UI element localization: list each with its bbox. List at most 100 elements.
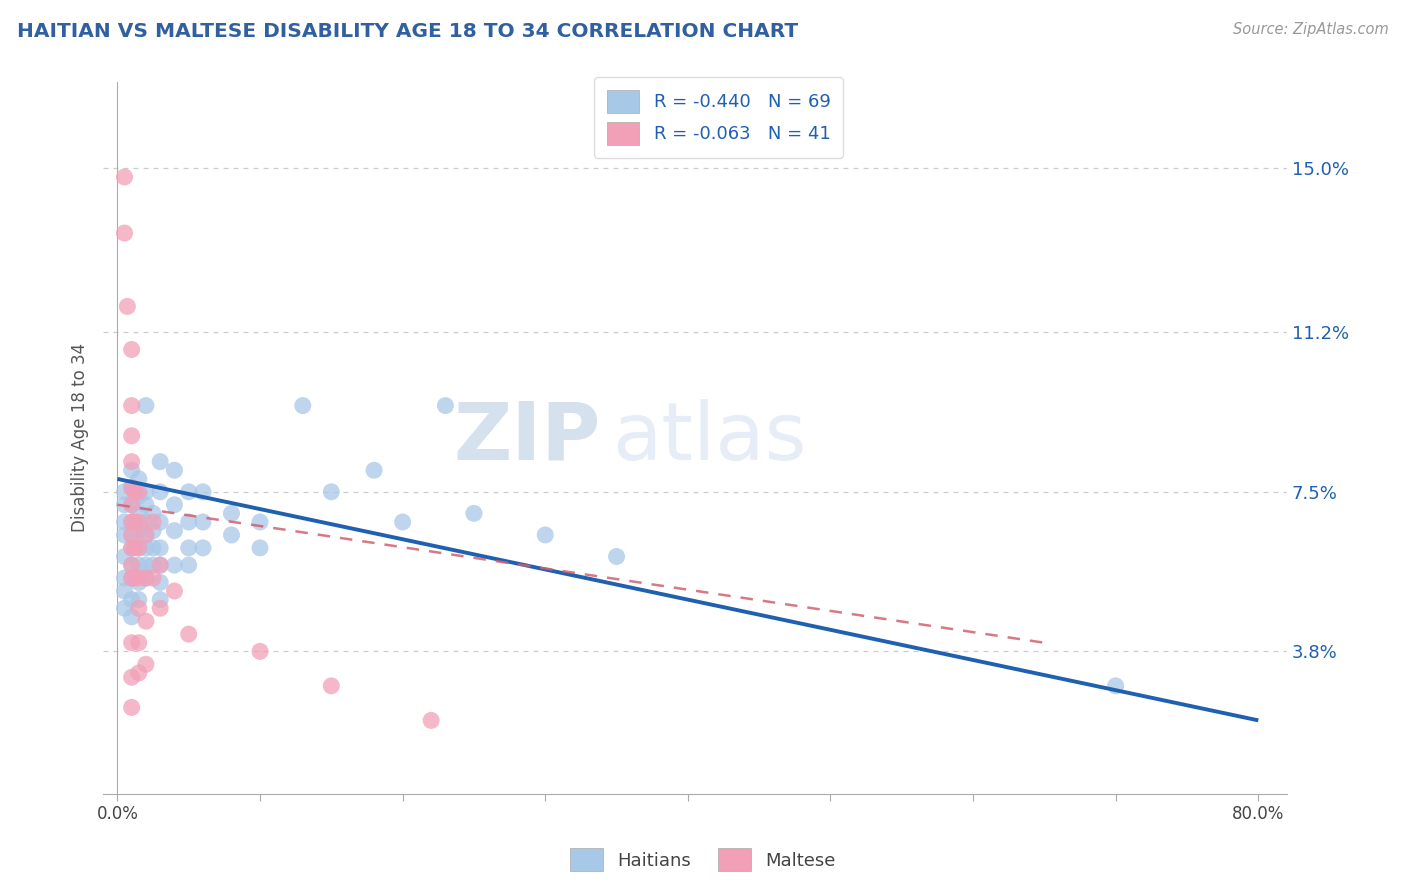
- Point: [177, 515, 200, 529]
- Text: HAITIAN VS MALTESE DISABILITY AGE 18 TO 34 CORRELATION CHART: HAITIAN VS MALTESE DISABILITY AGE 18 TO …: [17, 22, 799, 41]
- Point: [121, 610, 143, 624]
- Point: [163, 463, 186, 477]
- Point: [177, 484, 200, 499]
- Point: [163, 558, 186, 573]
- Point: [128, 489, 150, 503]
- Point: [128, 507, 150, 521]
- Point: [221, 507, 243, 521]
- Y-axis label: Disability Age 18 to 34: Disability Age 18 to 34: [72, 343, 89, 533]
- Point: [163, 498, 186, 512]
- Point: [149, 592, 172, 607]
- Legend: Haitians, Maltese: Haitians, Maltese: [564, 841, 842, 879]
- Point: [121, 636, 143, 650]
- Text: ZIP: ZIP: [453, 399, 600, 477]
- Point: [177, 627, 200, 641]
- Point: [114, 484, 136, 499]
- Point: [121, 498, 143, 512]
- Point: [135, 571, 157, 585]
- Point: [114, 169, 136, 184]
- Point: [249, 541, 271, 555]
- Point: [114, 584, 136, 599]
- Point: [191, 484, 214, 499]
- Point: [124, 484, 146, 499]
- Point: [121, 558, 143, 573]
- Point: [149, 541, 172, 555]
- Point: [463, 507, 485, 521]
- Point: [114, 498, 136, 512]
- Point: [534, 528, 557, 542]
- Point: [363, 463, 385, 477]
- Point: [128, 558, 150, 573]
- Point: [128, 571, 150, 585]
- Point: [121, 455, 143, 469]
- Point: [135, 484, 157, 499]
- Point: [142, 541, 165, 555]
- Point: [142, 507, 165, 521]
- Point: [117, 299, 139, 313]
- Point: [1105, 679, 1128, 693]
- Point: [128, 541, 150, 555]
- Point: [121, 541, 143, 555]
- Point: [149, 558, 172, 573]
- Point: [121, 571, 143, 585]
- Point: [420, 714, 443, 728]
- Point: [149, 455, 172, 469]
- Point: [142, 524, 165, 538]
- Point: [114, 601, 136, 615]
- Point: [135, 498, 157, 512]
- Point: [149, 601, 172, 615]
- Point: [321, 484, 343, 499]
- Point: [191, 541, 214, 555]
- Point: [128, 515, 150, 529]
- Point: [149, 484, 172, 499]
- Point: [121, 528, 143, 542]
- Point: [128, 601, 150, 615]
- Point: [149, 575, 172, 590]
- Point: [135, 515, 157, 529]
- Point: [121, 463, 143, 477]
- Point: [135, 657, 157, 672]
- Point: [121, 700, 143, 714]
- Point: [114, 515, 136, 529]
- Point: [128, 592, 150, 607]
- Point: [124, 515, 146, 529]
- Point: [191, 515, 214, 529]
- Point: [128, 665, 150, 680]
- Point: [321, 679, 343, 693]
- Point: [391, 515, 413, 529]
- Text: atlas: atlas: [612, 399, 807, 477]
- Text: Source: ZipAtlas.com: Source: ZipAtlas.com: [1233, 22, 1389, 37]
- Point: [128, 484, 150, 499]
- Point: [249, 644, 271, 658]
- Point: [121, 481, 143, 495]
- Point: [124, 571, 146, 585]
- Point: [114, 571, 136, 585]
- Point: [142, 571, 165, 585]
- Point: [606, 549, 628, 564]
- Point: [121, 481, 143, 495]
- Point: [142, 515, 165, 529]
- Point: [121, 515, 143, 529]
- Point: [121, 399, 143, 413]
- Point: [177, 558, 200, 573]
- Point: [121, 541, 143, 555]
- Point: [121, 592, 143, 607]
- Point: [135, 528, 157, 542]
- Point: [135, 399, 157, 413]
- Point: [121, 670, 143, 684]
- Point: [149, 558, 172, 573]
- Point: [249, 515, 271, 529]
- Point: [128, 575, 150, 590]
- Point: [128, 472, 150, 486]
- Point: [121, 571, 143, 585]
- Point: [121, 343, 143, 357]
- Point: [135, 571, 157, 585]
- Point: [121, 515, 143, 529]
- Point: [124, 541, 146, 555]
- Point: [121, 498, 143, 512]
- Point: [121, 429, 143, 443]
- Point: [128, 541, 150, 555]
- Point: [114, 528, 136, 542]
- Point: [128, 636, 150, 650]
- Point: [221, 528, 243, 542]
